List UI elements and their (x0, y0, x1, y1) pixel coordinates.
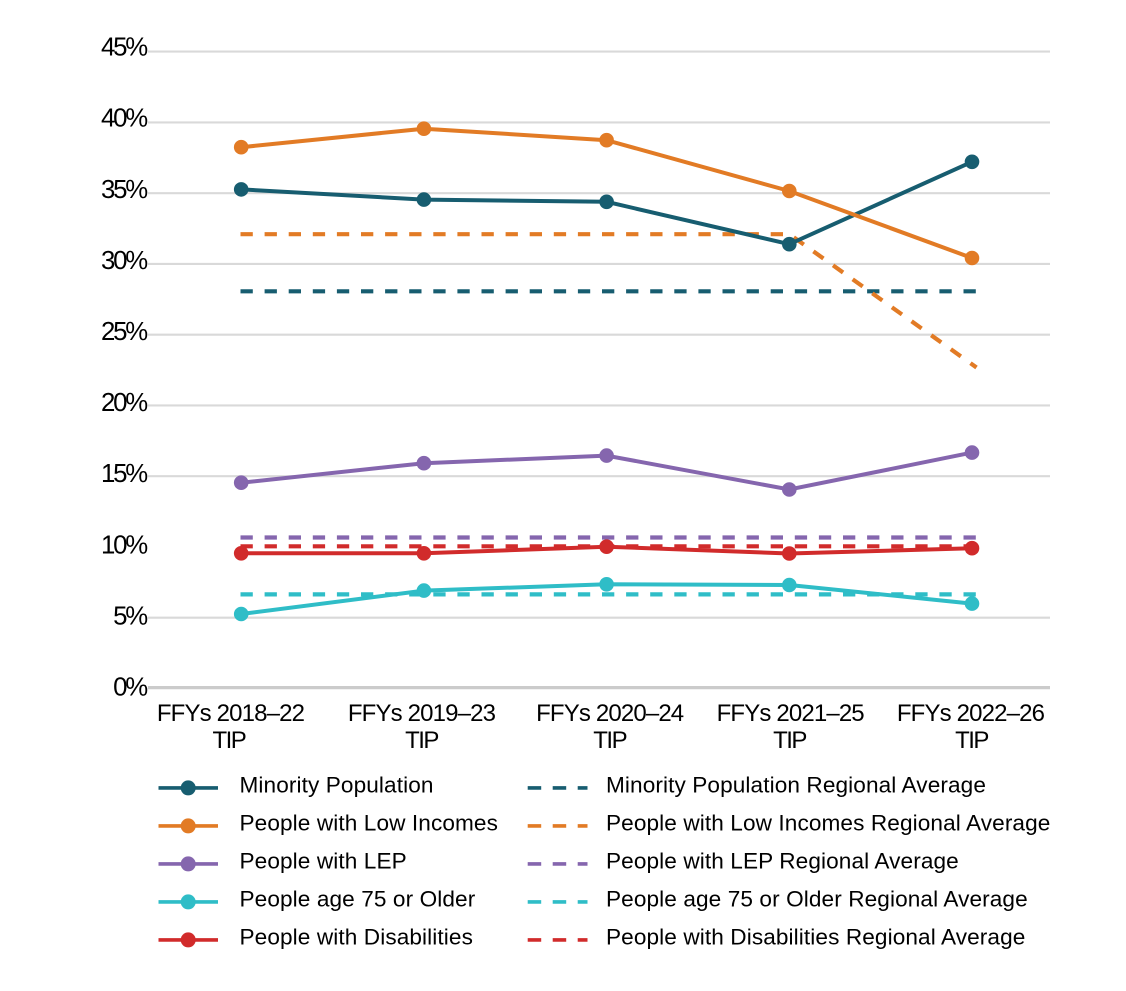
svg-text:People with Low Incomes Region: People with Low Incomes Regional Average (606, 810, 1050, 835)
svg-text:People with LEP: People with LEP (240, 848, 407, 873)
svg-text:25%: 25% (101, 318, 148, 346)
svg-text:15%: 15% (101, 460, 148, 488)
svg-text:FFYs 2022–26: FFYs 2022–26 (897, 700, 1045, 727)
svg-text:People age 75 or Older: People age 75 or Older (240, 886, 476, 911)
svg-text:Minority Population: Minority Population (240, 772, 434, 797)
svg-text:People with LEP Regional Avera: People with LEP Regional Average (606, 848, 959, 873)
svg-text:People with Low Incomes: People with Low Incomes (240, 810, 499, 835)
svg-text:People with Disabilities Regio: People with Disabilities Regional Averag… (606, 924, 1025, 949)
svg-text:People age 75 or Older Regiona: People age 75 or Older Regional Average (606, 886, 1028, 911)
svg-text:35%: 35% (101, 176, 148, 204)
svg-text:20%: 20% (101, 389, 148, 417)
svg-text:40%: 40% (101, 105, 148, 133)
svg-text:5%: 5% (113, 602, 148, 630)
svg-text:FFYs 2021–25: FFYs 2021–25 (717, 700, 865, 727)
svg-text:People with Disabilities: People with Disabilities (240, 924, 473, 949)
svg-text:TIP: TIP (593, 727, 626, 754)
svg-text:10%: 10% (101, 531, 148, 559)
svg-text:TIP: TIP (955, 727, 988, 754)
svg-text:45%: 45% (101, 34, 148, 62)
svg-text:FFYs 2018–22: FFYs 2018–22 (157, 700, 305, 727)
svg-text:30%: 30% (101, 247, 148, 275)
svg-text:FFYs 2019–23: FFYs 2019–23 (348, 700, 496, 727)
svg-text:TIP: TIP (212, 727, 245, 754)
svg-text:FFYs 2020–24: FFYs 2020–24 (536, 700, 684, 727)
svg-text:Minority Population Regional A: Minority Population Regional Average (606, 772, 986, 797)
svg-text:TIP: TIP (773, 727, 806, 754)
svg-text:TIP: TIP (405, 727, 438, 754)
svg-text:0%: 0% (113, 674, 148, 702)
